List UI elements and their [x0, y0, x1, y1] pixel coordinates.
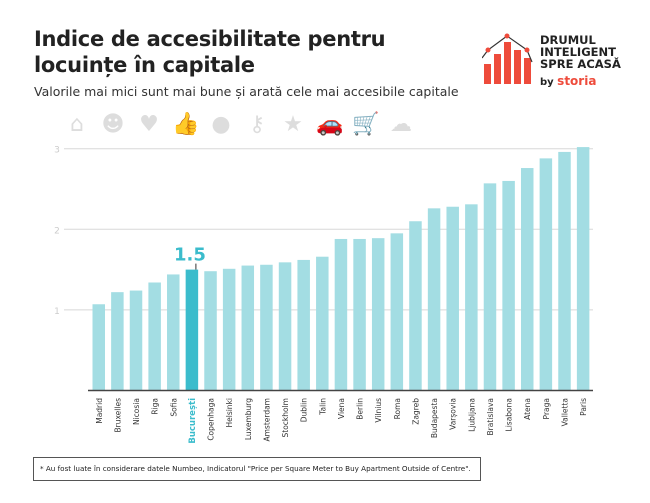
page-title: Indice de accesibilitate pentru locuințe… — [34, 27, 386, 77]
key-icon: ⚷ — [248, 112, 266, 137]
bar-luxemburg — [241, 265, 255, 391]
x-tick-label: Bratislava — [486, 398, 495, 435]
y-tick-label: 2 — [54, 226, 60, 236]
logo-line2: INTELIGENT — [540, 45, 616, 59]
star-icon: ★ — [283, 112, 303, 137]
logo-text: DRUMUL INTELIGENT SPRE ACASĂ — [540, 34, 621, 70]
logo-line1: DRUMUL — [540, 33, 596, 47]
bar-madrid — [92, 304, 105, 391]
thumbs-up-icon: 👍 — [172, 112, 200, 137]
x-tick-label: Berlin — [356, 398, 365, 420]
logo-line3: SPRE ACASĂ — [540, 57, 621, 71]
bar-bruxelles — [111, 292, 124, 391]
decorative-icons: ⌂ ☻ ♥ 👍 ● ⚷ ★ 🚗 🛒 ☁ — [64, 112, 414, 137]
bar-varșovia — [446, 206, 459, 391]
map-pin-icon: ● — [211, 112, 231, 137]
x-tick-label: Viena — [337, 398, 346, 419]
x-tick-label: Atena — [523, 398, 532, 420]
bar-praga — [539, 158, 553, 391]
x-tick-label: Luxemburg — [244, 398, 253, 440]
x-tick-label: Riga — [151, 398, 160, 415]
x-tick-label: Vilnius — [374, 398, 383, 423]
logo-brand: storia — [557, 74, 597, 88]
bar-riga — [148, 282, 161, 391]
x-tick-label: Roma — [393, 398, 402, 419]
footnote: * Au fost luate în considerare datele Nu… — [33, 457, 481, 481]
x-tick-label: Dublin — [300, 398, 309, 422]
x-tick-label: Ljubljana — [467, 398, 476, 432]
bar-dublin — [297, 259, 310, 391]
x-tick-label: Nicosia — [132, 398, 141, 425]
bar-ljubljana — [465, 204, 478, 391]
x-tick-label: Paris — [579, 398, 588, 416]
x-tick-label: Varșovia — [449, 398, 458, 430]
logo: DRUMUL INTELIGENT SPRE ACASĂ by storia — [481, 28, 642, 88]
bar-bratislava — [483, 183, 497, 391]
x-tick-label: Bruxelles — [113, 398, 122, 433]
x-tick-label: Lisabona — [505, 398, 514, 431]
cart-icon: 🛒 — [352, 112, 380, 137]
bar-berlin — [353, 238, 366, 391]
x-tick-label: Budapesta — [430, 398, 439, 438]
x-tick-label: Valletta — [561, 398, 570, 426]
heart-icon: ♥ — [139, 112, 159, 137]
car-icon: 🚗 — [316, 112, 344, 137]
x-tick-label: București — [188, 398, 198, 444]
bar-helsinki — [222, 268, 236, 391]
bar-valletta — [558, 151, 571, 391]
logo-chart-icon — [481, 33, 533, 84]
bar-amsterdam — [260, 264, 273, 391]
smiley-icon: ☻ — [101, 112, 125, 137]
bar-paris — [576, 147, 590, 391]
bar-sofia — [167, 274, 180, 391]
x-tick-label: Zagreb — [411, 398, 420, 425]
bar-roma — [390, 233, 404, 391]
bar-zagreb — [409, 221, 422, 391]
bar-viena — [334, 238, 348, 391]
x-tick-label: Sofia — [169, 398, 178, 417]
bar-chart: 1 2 3 Madrid Bruxelles Nicosia Riga Sofia Bucure… — [54, 146, 593, 444]
bar-atena — [520, 168, 534, 391]
y-tick-label: 3 — [54, 146, 60, 156]
bar-budapesta — [427, 208, 441, 391]
x-tick-label: Talin — [318, 398, 327, 416]
logo-by-text: by — [540, 77, 554, 88]
bar-lisabona — [502, 180, 515, 391]
chef-hat-icon: ☁ — [390, 112, 412, 137]
x-tick-label: Stockholm — [281, 398, 290, 438]
data-label: 1.5 — [174, 245, 206, 266]
x-tick-label: Copenhaga — [207, 398, 216, 441]
logo-by: by storia — [540, 74, 596, 88]
bar-vilnius — [371, 238, 385, 391]
bar-bucurești — [185, 269, 199, 391]
x-tick-label: Helsinki — [225, 398, 234, 428]
page-subtitle: Valorile mai mici sunt mai bune și arată… — [34, 84, 459, 99]
x-tick-label: Amsterdam — [262, 398, 271, 442]
bar-stockholm — [278, 262, 292, 391]
house-icon: ⌂ — [70, 112, 84, 137]
bar-copenhaga — [204, 271, 217, 391]
x-tick-label: Praga — [542, 398, 551, 419]
bar-nicosia — [129, 290, 143, 391]
y-tick-label: 1 — [54, 307, 60, 317]
x-tick-label: Madrid — [95, 398, 104, 424]
bar-talin — [316, 256, 329, 391]
